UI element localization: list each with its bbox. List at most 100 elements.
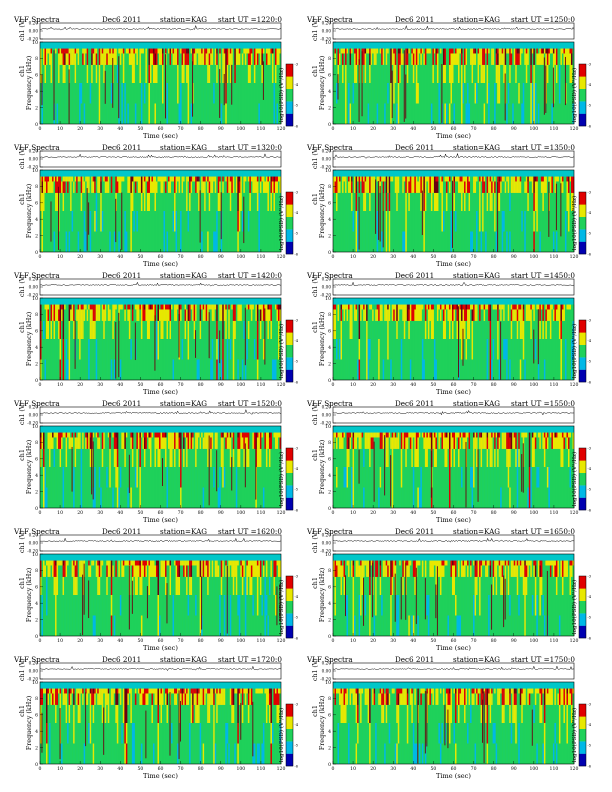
spectrogram-cell xyxy=(113,48,116,54)
spectrogram-cell xyxy=(83,192,86,211)
spectrogram-cell xyxy=(61,48,63,54)
spectrogram-cell xyxy=(456,53,459,65)
spectrogram-cell xyxy=(429,320,432,339)
spectrogram-cell xyxy=(459,320,462,339)
spectrogram-cell xyxy=(160,48,163,54)
spectrogram-cell xyxy=(201,320,203,339)
spectrogram-cell xyxy=(411,304,413,310)
spectrogram-cell xyxy=(83,64,86,83)
spectrogram-cell xyxy=(384,103,386,124)
spectrogram-cell xyxy=(370,320,373,339)
spectrogram-cell xyxy=(519,83,522,104)
spectrogram-cell xyxy=(91,64,93,83)
spectrogram-cell xyxy=(411,211,413,232)
panel-header-date: Dec6 2011 xyxy=(395,271,435,280)
spectrogram-cell xyxy=(276,176,279,182)
spectrogram-cell xyxy=(122,304,125,310)
spectrogram-cell xyxy=(406,192,409,211)
spectrogram-cell xyxy=(384,304,386,310)
spectrogram-cell xyxy=(441,48,444,54)
spectrogram-cell xyxy=(352,181,355,193)
spectrogram-cell xyxy=(477,309,480,321)
spectrogram-cell xyxy=(268,103,271,124)
spectrogram-cell xyxy=(424,64,427,83)
spectrogram-cell xyxy=(534,176,537,182)
spectrogram-cell xyxy=(172,176,175,182)
spectrogram-cell xyxy=(184,64,187,83)
spectrogram-cell xyxy=(252,103,255,124)
spectrogram-cell xyxy=(405,48,407,54)
spectrogram-cell xyxy=(467,211,469,232)
spectrogram-cell xyxy=(403,339,406,360)
spectrogram-cell xyxy=(555,176,558,182)
spectrogram-cell xyxy=(495,359,498,380)
spectrogram-cell xyxy=(255,231,258,252)
spectrogram-cell xyxy=(343,304,346,310)
signal-tick-label: 0.00 xyxy=(29,29,39,34)
spectrogram-cell xyxy=(67,339,69,360)
spectrogram-cell xyxy=(394,320,397,339)
spectrogram-cell xyxy=(43,339,45,360)
spectrogram-cell xyxy=(555,53,558,65)
spectrogram-cell xyxy=(566,181,569,193)
spectrogram-cell xyxy=(246,309,249,321)
spectrogram-cell xyxy=(107,192,110,211)
spectrogram-cell xyxy=(229,64,232,83)
spectrogram-cell xyxy=(110,309,113,321)
spectrogram-cell xyxy=(397,231,400,252)
spectrogram-cell xyxy=(357,181,359,193)
spectrogram-cell xyxy=(438,181,441,193)
spectrogram-cell xyxy=(270,176,273,182)
spectrogram-cell xyxy=(246,211,249,232)
spectrogram-cell xyxy=(388,359,391,380)
signal-axis-label: ch1 (V) xyxy=(19,18,26,41)
spectrogram-cell xyxy=(137,83,140,104)
spectrogram-cell xyxy=(424,359,427,380)
spectrogram-cell xyxy=(430,103,433,124)
spectrogram-cell xyxy=(107,53,110,65)
spectrogram-cell xyxy=(85,231,87,252)
spectrogram-cell xyxy=(207,48,209,54)
spectrogram-cell xyxy=(240,64,242,83)
spectrogram-cell xyxy=(46,103,48,124)
spectrogram-cell xyxy=(44,211,47,232)
spectrogram-cell xyxy=(480,320,483,339)
spectrogram-cell xyxy=(157,83,160,104)
spectrogram-cell xyxy=(498,181,501,193)
spectrogram-cell xyxy=(369,211,371,232)
spectrogram-cell xyxy=(174,53,176,65)
signal-tick-label: -0.20 xyxy=(27,165,38,170)
spectrogram-cell xyxy=(140,309,143,321)
spectrogram-cell xyxy=(340,181,343,193)
spectrogram-cell xyxy=(262,176,265,182)
spectrogram-cell xyxy=(265,103,268,124)
spectrogram-cell xyxy=(103,48,105,54)
spectrogram-cell xyxy=(97,211,99,232)
spectrogram-cell xyxy=(427,181,430,193)
spectrogram-cell xyxy=(337,181,340,193)
spectrogram-cell xyxy=(357,192,359,211)
spectrogram-cell xyxy=(160,181,163,193)
spectrogram-cell xyxy=(145,103,148,124)
spectrogram-cell xyxy=(394,103,397,124)
spectrogram-cell xyxy=(253,304,256,310)
spectrogram-cell xyxy=(252,359,255,380)
spectrogram-cell xyxy=(145,64,148,83)
spectrogram-cell xyxy=(543,181,546,193)
panel-header-date: Dec6 2011 xyxy=(102,15,142,24)
spectrogram-cell xyxy=(186,64,188,83)
spectrogram-cell xyxy=(536,103,538,124)
spectrogram-cell xyxy=(225,53,227,65)
spectrogram-cell xyxy=(255,359,258,380)
spectrogram-cell xyxy=(409,211,412,232)
spectrogram-cell xyxy=(357,304,359,310)
spectrogram-cell xyxy=(145,53,148,65)
spectrogram-cell xyxy=(187,304,190,310)
spectrogram-cell xyxy=(225,192,227,211)
spectrogram-cell xyxy=(116,320,119,339)
spectrogram-cell xyxy=(561,192,564,211)
spectrogram-cell xyxy=(468,176,471,182)
spectrogram-cell xyxy=(485,83,487,104)
spectrogram-cell xyxy=(370,359,373,380)
spectrogram-cell xyxy=(409,83,412,104)
